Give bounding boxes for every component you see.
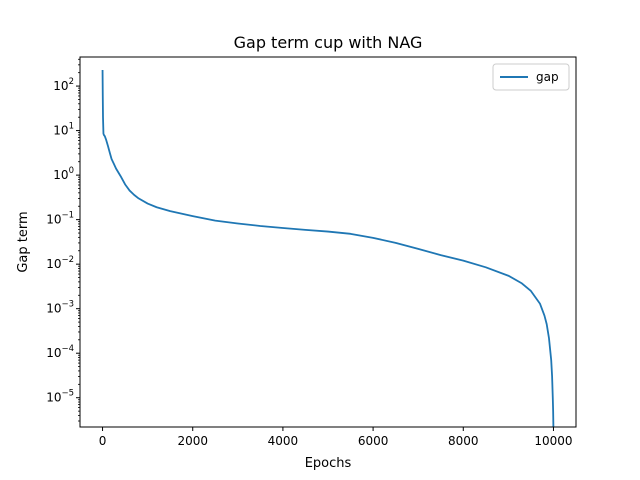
plot-area-frame xyxy=(79,56,577,428)
y-tick-label: 10−5 xyxy=(46,389,74,405)
legend: gap xyxy=(492,63,570,91)
legend-label-gap: gap xyxy=(536,70,559,84)
x-tick-label: 4000 xyxy=(268,434,299,448)
y-tick-base: 10 xyxy=(46,302,61,316)
y-tick-label: 10−1 xyxy=(46,211,74,227)
x-axis: 0 2000 4000 6000 8000 10000 xyxy=(99,427,573,448)
y-axis-label: Gap term xyxy=(16,211,31,272)
y-tick-label: 102 xyxy=(53,77,74,93)
y-tick-exponent: 1 xyxy=(69,122,74,132)
x-tick-label: 6000 xyxy=(358,434,389,448)
y-tick-base: 10 xyxy=(53,124,68,138)
y-tick-exponent: −5 xyxy=(61,389,74,399)
series-line-gap xyxy=(101,69,555,427)
y-tick-label: 101 xyxy=(53,122,74,138)
y-tick-exponent: 0 xyxy=(69,166,74,176)
y-tick-label: 10−2 xyxy=(46,255,74,271)
x-axis-label: Epochs xyxy=(305,456,352,471)
y-tick-base: 10 xyxy=(53,168,68,182)
y-tick-label: 10−3 xyxy=(46,300,74,316)
series-layer xyxy=(101,69,555,427)
y-tick-exponent: −1 xyxy=(61,211,74,221)
x-tick-label: 8000 xyxy=(448,434,479,448)
y-tick-base: 10 xyxy=(46,391,61,405)
x-tick-label: 0 xyxy=(99,434,107,448)
x-tick-label: 10000 xyxy=(534,434,572,448)
y-tick-base: 10 xyxy=(46,346,61,360)
x-tick-label: 2000 xyxy=(177,434,208,448)
y-tick-base: 10 xyxy=(46,213,61,227)
y-tick-exponent: −2 xyxy=(61,255,74,265)
y-tick-label: 100 xyxy=(53,166,74,182)
y-tick-exponent: 2 xyxy=(69,77,74,87)
y-tick-label: 10−4 xyxy=(46,344,74,360)
y-tick-base: 10 xyxy=(53,79,68,93)
y-tick-exponent: −4 xyxy=(61,344,74,354)
y-tick-exponent: −3 xyxy=(61,300,74,310)
chart-title: Gap term cup with NAG xyxy=(234,33,423,52)
y-tick-base: 10 xyxy=(46,257,61,271)
legend-box xyxy=(492,63,570,91)
